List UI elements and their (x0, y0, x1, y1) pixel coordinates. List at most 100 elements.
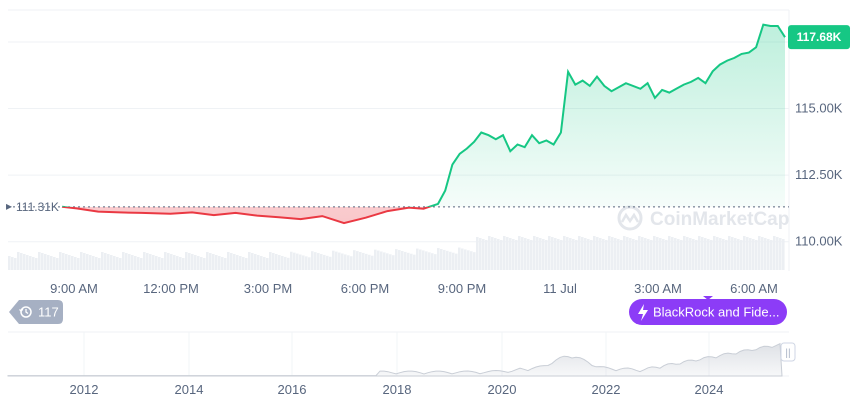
volume-bar (305, 256, 308, 270)
volume-bar (644, 238, 647, 270)
volume-bar (635, 240, 638, 270)
volume-bar (545, 240, 548, 270)
volume-bar (521, 237, 524, 270)
volume-bar (506, 237, 509, 270)
navigator-x-tick-label: 2024 (695, 382, 724, 397)
volume-bar (455, 253, 458, 270)
news-event-pill[interactable]: BlackRock and Fide... (629, 296, 787, 325)
volume-bar (557, 239, 560, 270)
volume-bar (773, 236, 776, 270)
volume-bar (209, 253, 212, 270)
volume-bar (677, 239, 680, 270)
volume-bar (713, 236, 716, 270)
volume-bar (608, 236, 611, 270)
events-count-button[interactable]: 117 (9, 300, 63, 324)
volume-bar (731, 237, 734, 270)
volume-bar (164, 252, 167, 270)
current-price-text: 117.68K (797, 30, 842, 44)
volume-bar (452, 252, 455, 270)
x-tick-label: 9:00 AM (50, 281, 98, 296)
volume-bar (221, 257, 224, 270)
volume-bar (65, 254, 68, 270)
volume-bar (509, 238, 512, 270)
volume-bar (725, 240, 728, 270)
volume-bar (203, 258, 206, 270)
volume-bar (239, 256, 242, 270)
volume-bar (152, 255, 155, 270)
volume-bar (35, 258, 38, 270)
volume-bar (761, 237, 764, 270)
volume-bar (119, 258, 122, 270)
volume-bar (413, 254, 416, 270)
volume-bar (359, 252, 362, 270)
volume-bar (212, 254, 215, 270)
volume-bar (623, 236, 626, 270)
volume-bar (113, 256, 116, 270)
volume-bar (422, 250, 425, 270)
reference-value-text: 111.31K (16, 200, 59, 214)
volume-bar (155, 256, 158, 270)
x-tick-label: 6:00 AM (730, 281, 778, 296)
volume-bar (491, 237, 494, 270)
area-above-reference (62, 24, 785, 207)
volume-bar (131, 255, 134, 270)
range-navigator[interactable]: || 2012 2014 2016 2018 2020 2022 2024 (7, 331, 796, 397)
navigator-x-tick-label: 2022 (592, 382, 621, 397)
volume-bar (641, 237, 644, 270)
reference-arrow-icon: ▸ (6, 199, 12, 213)
volume-bar (653, 236, 656, 270)
volume-bar (620, 240, 623, 270)
volume-bar (332, 250, 335, 270)
volume-bar (323, 254, 326, 270)
volume-bar (182, 258, 185, 270)
navigator-handle[interactable]: || (780, 342, 796, 362)
volume-bar (719, 238, 722, 270)
volume-bar (632, 239, 635, 270)
volume-bar (494, 238, 497, 270)
volume-bar (338, 252, 341, 270)
volume-bar (533, 236, 536, 270)
news-event-text: BlackRock and Fide... (653, 305, 779, 320)
volume-bar (134, 256, 137, 270)
volume-bar (746, 237, 749, 270)
volume-bar (143, 252, 146, 270)
volume-bar (251, 253, 254, 270)
volume-bar (92, 256, 95, 270)
volume-bar (317, 253, 320, 270)
volume-bar (302, 255, 305, 270)
volume-bar (581, 237, 584, 270)
volume-bar (578, 236, 581, 270)
volume-bar (158, 257, 161, 270)
watermark: CoinMarketCap (617, 205, 789, 231)
volume-bar (227, 252, 230, 270)
volume-bar (500, 240, 503, 270)
volume-bar (758, 236, 761, 270)
volume-bar (146, 253, 149, 270)
volume-bar (449, 251, 452, 270)
volume-bar (458, 247, 461, 270)
volume-bar (275, 254, 278, 270)
volume-bar (530, 240, 533, 270)
volume-bar (650, 240, 653, 270)
volume-bar (629, 238, 632, 270)
volume-bar (11, 257, 14, 270)
volume-bar (395, 249, 398, 270)
volume-bar (596, 237, 599, 270)
volume-bar (638, 236, 641, 270)
volume-bar (308, 257, 311, 270)
volume-bar (41, 253, 44, 270)
volume-bar (590, 240, 593, 270)
volume-bar (254, 254, 257, 270)
navigator-x-tick-label: 2012 (70, 382, 99, 397)
volume-bar (20, 253, 23, 270)
volume-bar (572, 239, 575, 270)
volume-bar (752, 239, 755, 270)
volume-bar (236, 255, 239, 270)
volume-bar (266, 258, 269, 270)
volume-bar (224, 258, 227, 270)
volume-bar (23, 254, 26, 270)
volume-bar (356, 251, 359, 270)
volume-bar (656, 237, 659, 270)
volume-bar (548, 236, 551, 270)
